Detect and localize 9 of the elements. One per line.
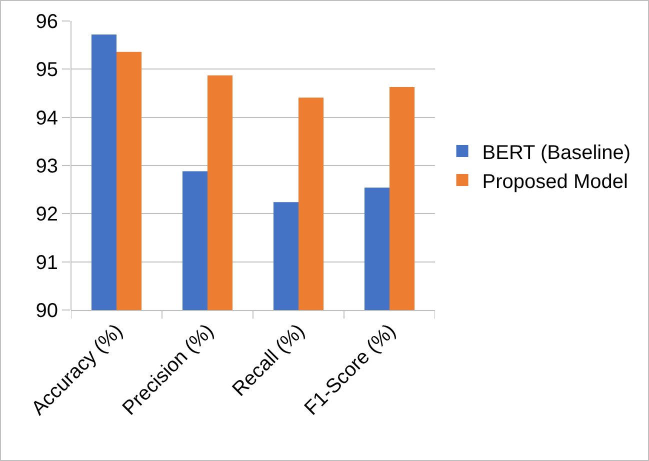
y-tick-label: 96 xyxy=(36,11,58,33)
y-tick-label: 93 xyxy=(36,156,58,178)
y-tick-label: 91 xyxy=(36,252,58,274)
y-tick-label: 90 xyxy=(36,300,58,322)
y-tick-label: 94 xyxy=(36,107,58,130)
legend-label: BERT (Baseline) xyxy=(482,142,630,164)
y-tick-label: 95 xyxy=(36,59,58,82)
legend-label: Proposed Model xyxy=(482,170,628,193)
y-tick-label: 92 xyxy=(36,204,58,226)
